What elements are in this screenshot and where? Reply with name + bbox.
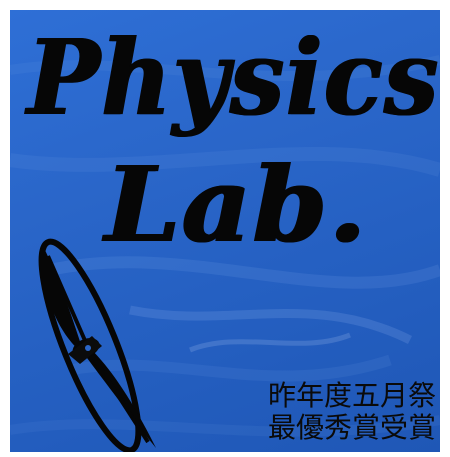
poster-canvas: Physics Lab. 昨年度五月祭 最優秀賞受賞 — [10, 10, 440, 452]
caption-line-1: 昨年度五月祭 — [226, 380, 436, 412]
award-caption: 昨年度五月祭 最優秀賞受賞 — [226, 380, 436, 444]
title-physics: Physics — [27, 18, 423, 138]
caption-line-2: 最優秀賞受賞 — [226, 412, 436, 444]
oval-racket-emblem-icon — [28, 236, 168, 452]
